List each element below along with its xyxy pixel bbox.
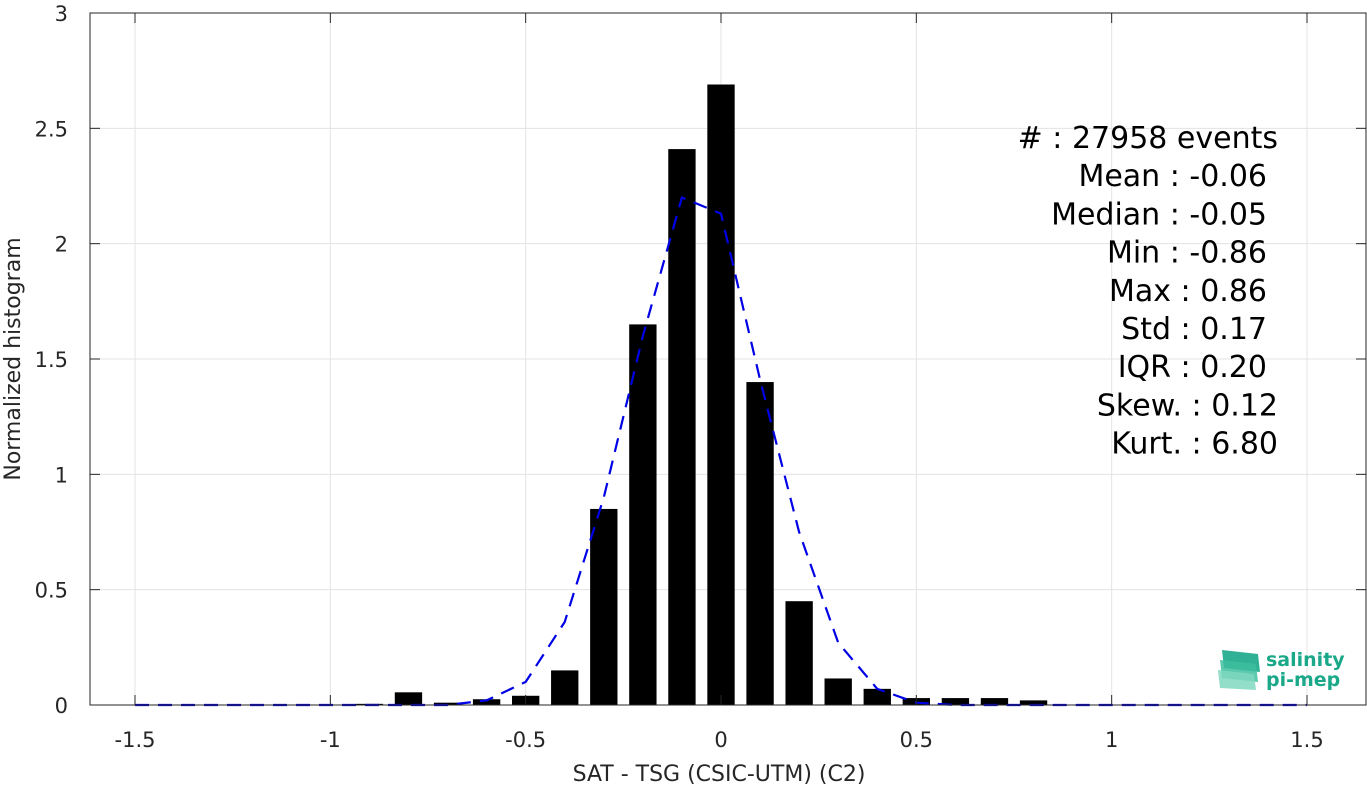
y-axis-tick-labels: 0 0.5 1 1.5 2 2.5 3 — [35, 2, 68, 718]
stat-line: Kurt. : 6.80 — [1111, 427, 1278, 462]
x-axis-tick-labels: -1.5 -1 -0.5 0 0.5 1 1.5 — [115, 728, 1324, 752]
stat-line: Min : -0.86 — [1107, 236, 1267, 271]
x-tick-label: -0.5 — [505, 728, 546, 752]
x-tick-label: -1 — [320, 728, 341, 752]
stat-line: Median : -0.05 — [1051, 197, 1267, 232]
logo-line-1: salinity — [1266, 649, 1345, 671]
logo-line-2: pi-mep — [1266, 669, 1340, 691]
stat-line: IQR : 0.20 — [1118, 350, 1267, 385]
y-tick-label: 1.5 — [35, 348, 68, 372]
x-tick-label: 1.5 — [1290, 728, 1323, 752]
stat-line: Std : 0.17 — [1121, 312, 1267, 347]
histogram-bar — [472, 699, 501, 705]
y-tick-label: 0.5 — [35, 579, 68, 603]
stat-line: Max : 0.86 — [1109, 274, 1267, 309]
histogram-bar — [551, 670, 579, 705]
histogram-bar — [433, 702, 462, 705]
histogram-bar — [707, 84, 735, 706]
histogram-bar — [941, 698, 970, 705]
histogram-bar — [824, 678, 852, 705]
histogram-bars — [355, 84, 1048, 706]
logo-wave-icon — [1218, 650, 1260, 690]
y-tick-label: 2 — [55, 233, 68, 257]
histogram-bar — [590, 508, 618, 705]
y-tick-label: 1 — [55, 463, 68, 487]
histogram-bar — [1019, 700, 1048, 705]
histogram-bar — [394, 692, 423, 705]
y-tick-label: 3 — [55, 2, 68, 26]
x-tick-label: 0 — [714, 728, 727, 752]
histogram-bar — [746, 382, 774, 705]
histogram-bar — [629, 324, 657, 705]
stat-line: # : 27958 events — [1018, 121, 1278, 156]
salinity-pi-mep-logo: salinity pi-mep — [1218, 649, 1345, 691]
x-tick-label: 0.5 — [900, 728, 933, 752]
histogram-bar — [863, 688, 891, 705]
y-tick-label: 2.5 — [35, 117, 68, 141]
stat-line: Mean : -0.06 — [1078, 159, 1267, 194]
histogram-bar — [785, 601, 813, 705]
x-axis-label: SAT - TSG (CSIC-UTM) (C2) — [573, 762, 866, 785]
y-tick-label: 0 — [55, 694, 68, 718]
x-tick-label: -1.5 — [115, 728, 156, 752]
histogram-bar — [980, 698, 1009, 705]
stat-line: Skew. : 0.12 — [1097, 388, 1278, 423]
x-tick-label: 1 — [1105, 728, 1118, 752]
histogram-bar — [668, 149, 696, 706]
y-axis-label: Normalized histogram — [1, 237, 26, 480]
axis-ticks — [90, 12, 1366, 706]
